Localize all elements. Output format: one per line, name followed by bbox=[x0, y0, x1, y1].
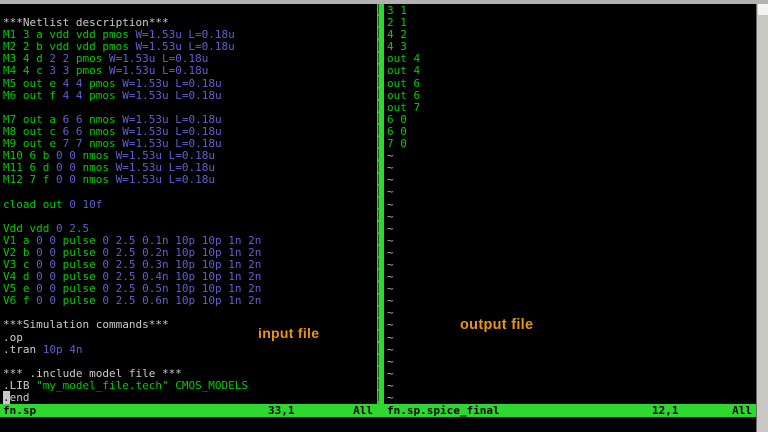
code-line: V6 f 0 0 pulse 0 2.5 0.6n 10p 10p 1n 2n bbox=[3, 294, 262, 308]
code-line: M12 7 f 0 0 nmos W=1.53u L=0.18u bbox=[3, 173, 215, 187]
code-line: ~ bbox=[387, 197, 394, 211]
window-top-edge bbox=[0, 0, 768, 4]
code-line: 3 1 bbox=[387, 4, 407, 17]
code-line: ~ bbox=[387, 161, 394, 175]
code-line: ~ bbox=[387, 294, 394, 308]
code-line: ~ bbox=[387, 282, 394, 296]
code-line: M1 3 a vdd vdd pmos W=1.53u L=0.18u bbox=[3, 28, 235, 42]
code-line: 7 0 bbox=[387, 137, 407, 151]
code-line: out 4 bbox=[387, 52, 421, 66]
code-line: Vdd vdd 0 2.5 bbox=[3, 221, 90, 235]
code-line: ~ bbox=[387, 342, 394, 356]
code-line: 2 1 bbox=[387, 16, 407, 30]
left-scroll-indicator: All bbox=[353, 404, 373, 417]
code-line: M6 out f 4 4 pmos W=1.53u L=0.18u bbox=[3, 88, 222, 102]
scrollbar-thumb[interactable] bbox=[758, 3, 768, 15]
code-line: .LIB "my_model_file.tech" CMOS_MODELS bbox=[3, 378, 249, 392]
input-file-buffer[interactable]: ***Netlist description*** M1 3 a vdd vdd … bbox=[0, 4, 380, 405]
left-filename-label: fn.sp bbox=[3, 404, 37, 417]
code-line: V1 a 0 0 pulse 0 2.5 0.1n 10p 10p 1n 2n bbox=[3, 233, 262, 247]
code-line: ~ bbox=[387, 233, 394, 247]
vertical-split-separator[interactable] bbox=[377, 4, 384, 404]
code-line: M2 2 b vdd vdd pmos W=1.53u L=0.18u bbox=[3, 40, 235, 54]
code-line: ~ bbox=[387, 378, 394, 392]
code-line: ~ bbox=[387, 245, 394, 259]
code-line: out 6 bbox=[387, 76, 421, 90]
code-line: ~ bbox=[387, 318, 394, 332]
code-line: ~ bbox=[387, 354, 394, 368]
code-line: M4 4 c 3 3 pmos W=1.53u L=0.18u bbox=[3, 64, 209, 78]
scrollbar[interactable] bbox=[756, 0, 768, 432]
code-line: V2 b 0 0 pulse 0 2.5 0.2n 10p 10p 1n 2n bbox=[3, 245, 262, 259]
code-line: .end bbox=[3, 391, 30, 404]
separator-line bbox=[378, 4, 379, 404]
code-line: V5 e 0 0 pulse 0 2.5 0.5n 10p 10p 1n 2n bbox=[3, 282, 262, 296]
code-line: M9 out e 7 7 nmos W=1.53u L=0.18u bbox=[3, 137, 222, 151]
code-line: ~ bbox=[387, 149, 394, 163]
code-line: M3 4 d 2 2 pmos W=1.53u L=0.18u bbox=[3, 52, 209, 66]
code-line: 4 3 bbox=[387, 40, 407, 54]
code-line: 6 0 bbox=[387, 124, 407, 138]
left-statusline: fn.sp 33,1 All bbox=[0, 404, 377, 417]
code-line: .op bbox=[3, 330, 23, 344]
code-line: M10 6 b 0 0 nmos W=1.53u L=0.18u bbox=[3, 149, 215, 163]
code-line: out 7 bbox=[387, 100, 421, 114]
code-line: *** .include model file *** bbox=[3, 366, 182, 380]
code-line: ~ bbox=[387, 330, 394, 344]
code-line: ~ bbox=[387, 221, 394, 235]
code-line: ~ bbox=[387, 209, 394, 223]
code-line: 6 0 bbox=[387, 112, 407, 126]
right-filename-label: fn.sp.spice_final bbox=[387, 404, 500, 417]
annotation-output-file: output file bbox=[460, 317, 534, 333]
annotation-input-file: input file bbox=[258, 325, 320, 341]
code-line: ~ bbox=[387, 306, 394, 320]
code-line: ~ bbox=[387, 185, 394, 199]
code-line: M5 out e 4 4 pmos W=1.53u L=0.18u bbox=[3, 76, 222, 90]
code-line: M8 out c 6 6 nmos W=1.53u L=0.18u bbox=[3, 124, 222, 138]
code-line: ***Simulation commands*** bbox=[3, 318, 169, 332]
code-line: 4 2 bbox=[387, 28, 407, 42]
code-line: M7 out a 6 6 nmos W=1.53u L=0.18u bbox=[3, 112, 222, 126]
right-statusline: fn.sp.spice_final 12,1 All bbox=[384, 404, 756, 417]
left-cursor-position: 33,1 bbox=[268, 404, 295, 417]
code-line: ~ bbox=[387, 257, 394, 271]
statusline-row: fn.sp 33,1 All fn.sp.spice_final 12,1 Al… bbox=[0, 404, 756, 417]
command-line[interactable] bbox=[0, 417, 756, 432]
code-line: out 6 bbox=[387, 88, 421, 102]
code-line: .tran 10p 4n bbox=[3, 342, 83, 356]
code-line: V4 d 0 0 pulse 0 2.5 0.4n 10p 10p 1n 2n bbox=[3, 270, 262, 284]
code-line: ~ bbox=[387, 173, 394, 187]
code-line: ~ bbox=[387, 270, 394, 284]
code-line: ***Netlist description*** bbox=[3, 16, 169, 30]
code-line: ~ bbox=[387, 366, 394, 380]
code-line: cload out 0 10f bbox=[3, 197, 103, 211]
code-line: M11 6 d 0 0 nmos W=1.53u L=0.18u bbox=[3, 161, 215, 175]
right-scroll-indicator: All bbox=[732, 404, 752, 417]
code-line: out 4 bbox=[387, 64, 421, 78]
code-line: V3 c 0 0 pulse 0 2.5 0.3n 10p 10p 1n 2n bbox=[3, 257, 262, 271]
right-cursor-position: 12,1 bbox=[652, 404, 679, 417]
code-line: ~ bbox=[387, 391, 394, 404]
